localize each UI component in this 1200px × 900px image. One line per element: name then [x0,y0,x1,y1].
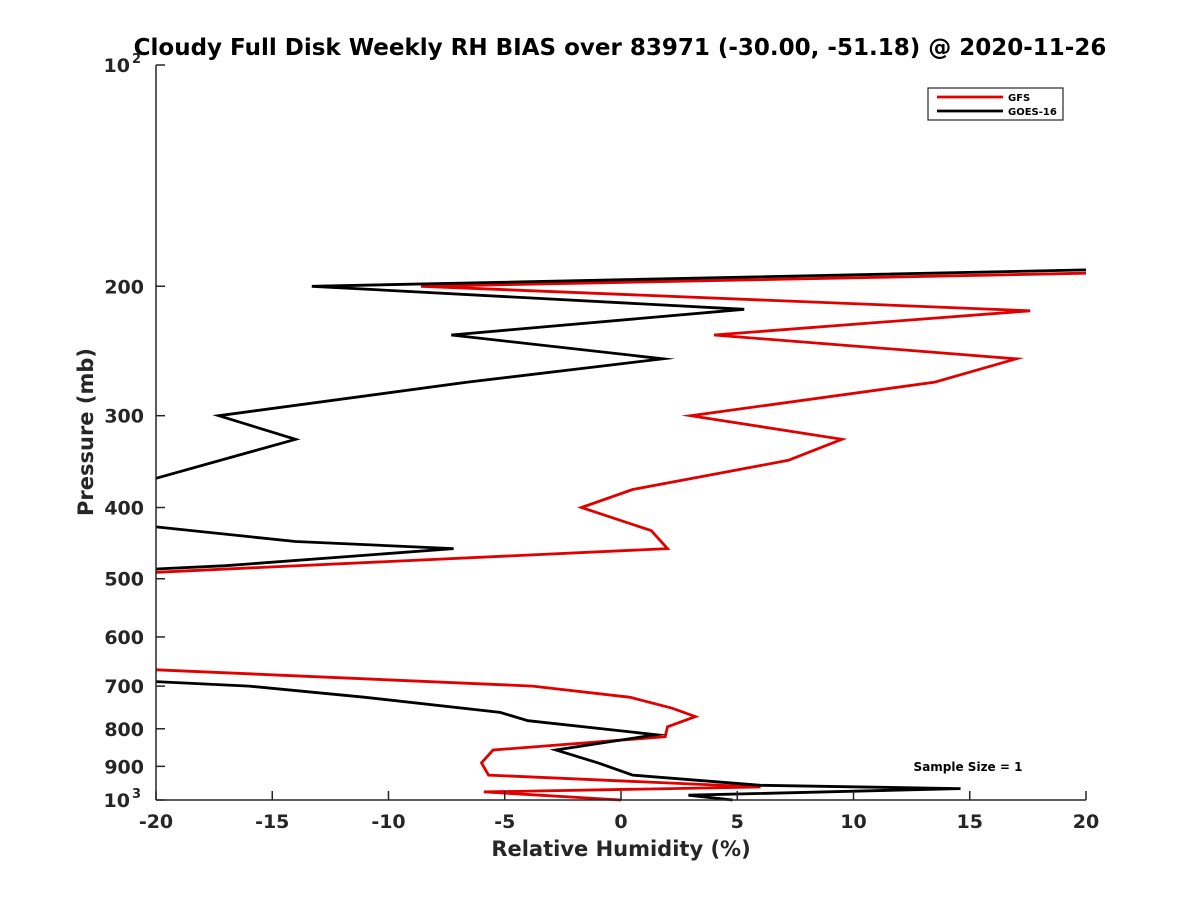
x-tick-label: 5 [731,811,744,833]
x-tick-label: -15 [255,811,289,833]
plot-lines [155,268,1087,802]
legend-items: GFS GOES-16 [937,93,1057,118]
x-tick-label: -20 [139,811,173,833]
series-line-goes-16-segment-3 [155,680,961,802]
legend-label-goes-16: GOES-16 [1008,107,1057,118]
y-tick-label: 300 [104,406,144,428]
y-tick-label-base: 10 [104,790,130,812]
x-tick-label: -10 [371,811,405,833]
y-tick-label-base: 10 [104,55,130,77]
sample-size-annotation: Sample Size = 1 [914,760,1023,774]
y-tick-label: 400 [104,498,144,520]
series-line-gfs-segment-1 [155,271,1087,574]
y-tick-label-exponent: 2 [132,52,141,67]
legend-label-gfs: GFS [1008,93,1030,104]
legend-box [927,87,1064,121]
y-axis-label: Pressure (mb) [74,348,98,516]
chart-title: Cloudy Full Disk Weekly RH BIAS over 839… [134,35,1107,61]
y-tick-label: 800 [104,719,144,741]
x-tick-label: 15 [957,811,983,833]
series-line-goes-16-segment-2 [155,525,454,571]
series-line-gfs-segment-2 [155,668,761,802]
x-tick-label: 10 [840,811,866,833]
x-axis-ticks: -20 -15 -10 -5 0 5 10 15 20 [139,791,1099,833]
y-tick-label-exponent: 3 [132,787,141,802]
x-tick-label: 0 [614,811,627,833]
legend: GFS GOES-16 [927,87,1064,121]
y-tick-label: 900 [104,756,144,778]
x-axis-label: Relative Humidity (%) [491,837,750,861]
y-tick-label: 600 [104,627,144,649]
y-tick-label: 500 [104,569,144,591]
series-line-goes-16-segment-1 [155,268,1087,480]
y-tick-label: 200 [104,276,144,298]
x-tick-label: 20 [1073,811,1099,833]
x-tick-label: -5 [494,811,515,833]
y-tick-label: 700 [104,676,144,698]
